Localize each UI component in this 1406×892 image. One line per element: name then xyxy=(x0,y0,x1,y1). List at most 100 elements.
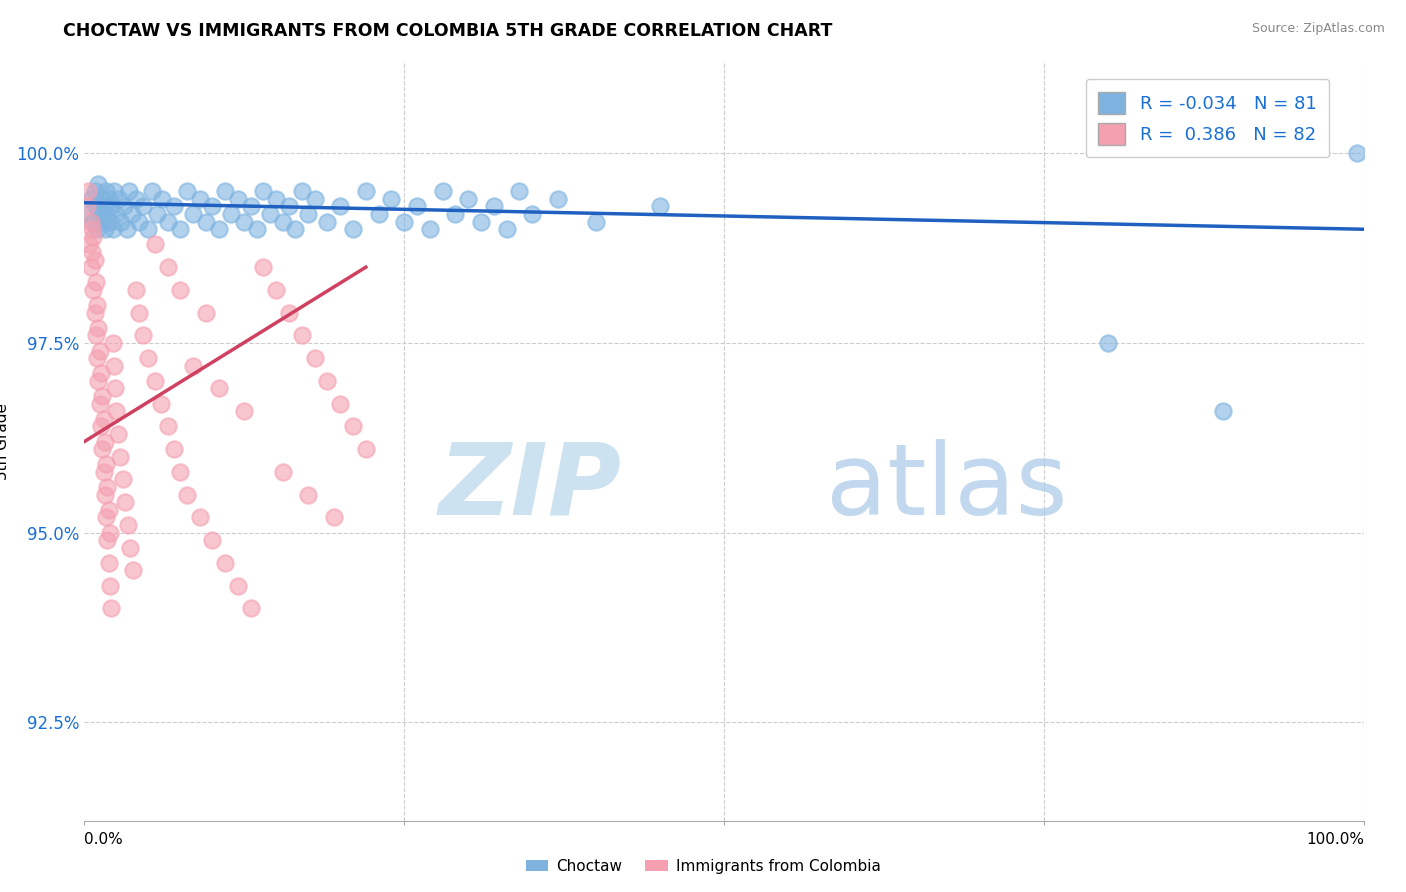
Point xyxy=(394,215,416,229)
Point xyxy=(150,397,173,411)
Point xyxy=(94,434,117,449)
Point xyxy=(259,207,281,221)
Point xyxy=(104,382,127,396)
Point xyxy=(128,215,150,229)
Point xyxy=(77,185,100,199)
Point xyxy=(271,465,294,479)
Point xyxy=(138,351,160,366)
Point xyxy=(201,200,224,214)
Point xyxy=(138,222,160,236)
Point xyxy=(291,185,314,199)
Point xyxy=(156,419,179,434)
Point xyxy=(84,328,107,343)
Point xyxy=(132,200,155,214)
Point xyxy=(169,222,191,236)
Point xyxy=(457,192,479,206)
Point xyxy=(118,185,141,199)
Point xyxy=(111,473,134,487)
Point xyxy=(90,419,112,434)
Point xyxy=(91,442,114,457)
Point xyxy=(80,215,103,229)
Point xyxy=(1212,404,1234,418)
Point xyxy=(103,185,125,199)
Point xyxy=(585,215,607,229)
Point xyxy=(98,525,121,540)
Point xyxy=(82,283,104,297)
Legend: Choctaw, Immigrants from Colombia: Choctaw, Immigrants from Colombia xyxy=(519,853,887,880)
Point xyxy=(208,382,231,396)
Point xyxy=(80,192,103,206)
Point xyxy=(120,541,142,555)
Point xyxy=(342,222,364,236)
Point xyxy=(419,222,441,236)
Point xyxy=(322,510,344,524)
Point xyxy=(432,185,454,199)
Point xyxy=(84,200,107,214)
Point xyxy=(114,495,136,509)
Text: Source: ZipAtlas.com: Source: ZipAtlas.com xyxy=(1251,22,1385,36)
Point xyxy=(96,207,118,221)
Point xyxy=(233,404,256,418)
Point xyxy=(470,215,492,229)
Point xyxy=(163,442,186,457)
Point xyxy=(176,185,198,199)
Point xyxy=(100,200,122,214)
Point xyxy=(444,207,467,221)
Point xyxy=(128,306,150,320)
Point xyxy=(121,207,143,221)
Point xyxy=(87,374,110,388)
Point xyxy=(380,192,402,206)
Point xyxy=(316,374,339,388)
Point xyxy=(194,306,217,320)
Point xyxy=(80,260,103,275)
Point xyxy=(101,222,124,236)
Point xyxy=(208,222,231,236)
Point xyxy=(252,260,274,275)
Point xyxy=(82,230,104,244)
Point xyxy=(89,207,111,221)
Point xyxy=(110,215,132,229)
Point xyxy=(152,192,174,206)
Point xyxy=(188,192,211,206)
Point xyxy=(146,207,169,221)
Point xyxy=(169,465,191,479)
Point xyxy=(264,283,288,297)
Point xyxy=(122,564,145,578)
Point xyxy=(98,579,121,593)
Point xyxy=(239,601,262,615)
Point xyxy=(482,200,505,214)
Text: CHOCTAW VS IMMIGRANTS FROM COLOMBIA 5TH GRADE CORRELATION CHART: CHOCTAW VS IMMIGRANTS FROM COLOMBIA 5TH … xyxy=(63,22,832,40)
Point xyxy=(80,245,103,260)
Text: ZIP: ZIP xyxy=(439,439,621,535)
Point xyxy=(226,579,249,593)
Point xyxy=(194,215,217,229)
Point xyxy=(97,556,120,570)
Point xyxy=(83,185,105,199)
Point xyxy=(97,503,120,517)
Point xyxy=(108,450,131,464)
Point xyxy=(342,419,364,434)
Point xyxy=(83,306,105,320)
Point xyxy=(89,343,111,358)
Point xyxy=(90,367,112,381)
Point xyxy=(188,510,211,524)
Point xyxy=(86,222,108,236)
Point xyxy=(495,222,517,236)
Point xyxy=(86,298,108,312)
Text: atlas: atlas xyxy=(827,439,1069,535)
Point xyxy=(84,276,107,290)
Point xyxy=(169,283,191,297)
Point xyxy=(271,215,294,229)
Point xyxy=(93,412,115,426)
Point xyxy=(278,200,301,214)
Point xyxy=(87,321,110,335)
Point xyxy=(117,518,139,533)
Point xyxy=(87,177,110,191)
Point xyxy=(108,192,131,206)
Point xyxy=(90,192,112,206)
Point xyxy=(522,207,544,221)
Point xyxy=(291,328,314,343)
Point xyxy=(91,389,114,403)
Point xyxy=(406,200,429,214)
Text: 0.0%: 0.0% xyxy=(84,832,124,847)
